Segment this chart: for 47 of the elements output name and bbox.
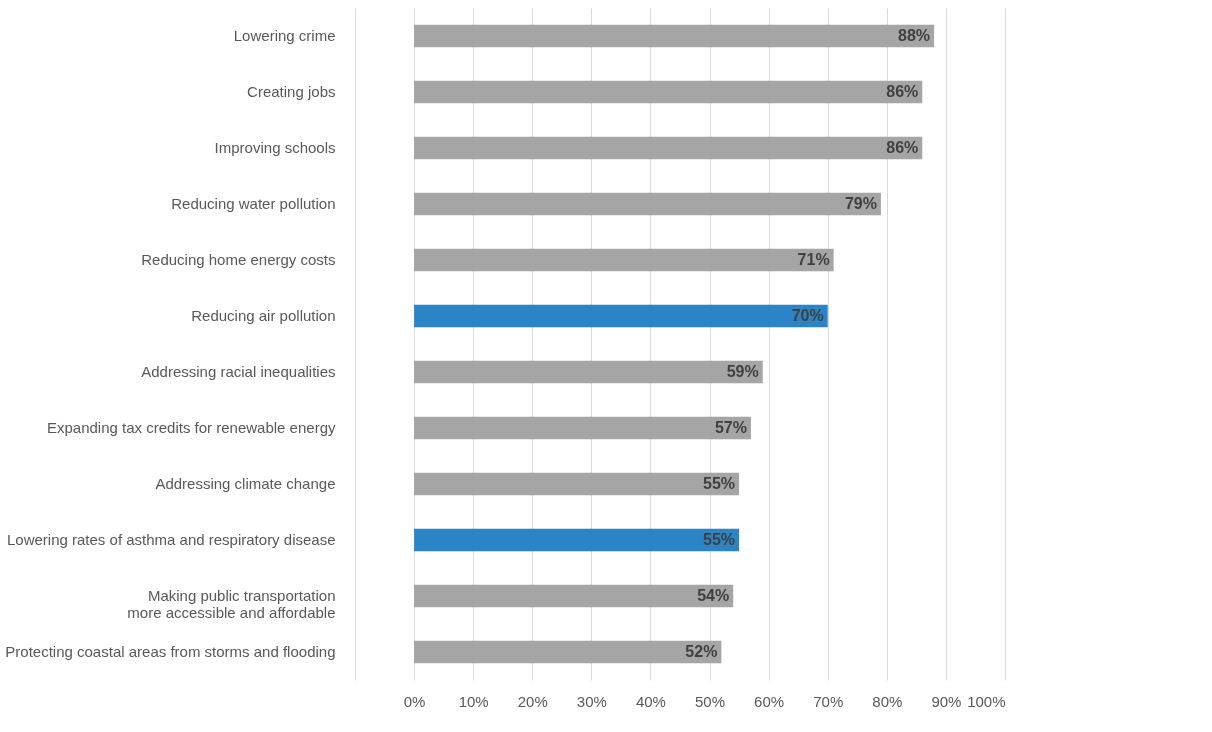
data-label: 86% bbox=[886, 139, 919, 156]
y-tick-label: Reducing water pollution bbox=[171, 195, 336, 212]
bar bbox=[414, 304, 828, 328]
data-label: 55% bbox=[703, 475, 736, 492]
x-tick-label: 40% bbox=[635, 692, 666, 710]
bar bbox=[414, 472, 740, 496]
bar bbox=[414, 136, 923, 160]
y-tick-label: Lowering crime bbox=[233, 27, 336, 44]
bar bbox=[414, 416, 751, 440]
bar bbox=[414, 24, 935, 48]
y-tick-label: Creating jobs bbox=[247, 83, 336, 100]
data-label: 71% bbox=[797, 251, 830, 268]
y-tick-label: Lowering rates of asthma and respiratory disease bbox=[6, 531, 336, 548]
x-tick-label: 0% bbox=[403, 692, 426, 710]
bar bbox=[414, 248, 834, 272]
data-label: 59% bbox=[726, 363, 759, 380]
bar bbox=[414, 192, 881, 216]
x-tick-label: 50% bbox=[695, 692, 726, 710]
y-tick-label: Making public transportation more accessible and affordable bbox=[127, 587, 336, 621]
bar bbox=[414, 584, 734, 608]
y-tick-label: Reducing air pollution bbox=[191, 307, 336, 324]
y-tick-label: Addressing racial inequalities bbox=[141, 363, 336, 380]
bar bbox=[414, 360, 763, 384]
data-label: 52% bbox=[685, 643, 718, 660]
x-tick-label: 30% bbox=[576, 692, 607, 710]
data-label: 55% bbox=[703, 531, 736, 548]
x-tick-label: 90% bbox=[931, 692, 962, 710]
y-tick-label: Reducing home energy costs bbox=[141, 251, 336, 268]
bar bbox=[414, 80, 923, 104]
data-label: 70% bbox=[791, 307, 824, 324]
bar bbox=[414, 528, 740, 552]
y-tick-label: Improving schools bbox=[214, 139, 336, 156]
x-tick-label: 10% bbox=[458, 692, 489, 710]
y-tick-label: Protecting coastal areas from storms and flooding bbox=[5, 643, 336, 660]
data-label: 86% bbox=[886, 83, 919, 100]
data-label: 57% bbox=[714, 419, 747, 436]
x-tick-label: 60% bbox=[754, 692, 785, 710]
bar bbox=[414, 640, 722, 664]
data-label: 79% bbox=[844, 195, 877, 212]
y-tick-label: Expanding tax credits for renewable energy bbox=[46, 419, 336, 436]
x-tick-label: 20% bbox=[517, 692, 548, 710]
x-tick-label: 70% bbox=[813, 692, 844, 710]
x-tick-label: 100% bbox=[967, 692, 1006, 710]
y-tick-label: Addressing climate change bbox=[155, 475, 336, 492]
data-label: 88% bbox=[898, 27, 931, 44]
data-label: 54% bbox=[697, 587, 730, 604]
x-tick-label: 80% bbox=[872, 692, 903, 710]
